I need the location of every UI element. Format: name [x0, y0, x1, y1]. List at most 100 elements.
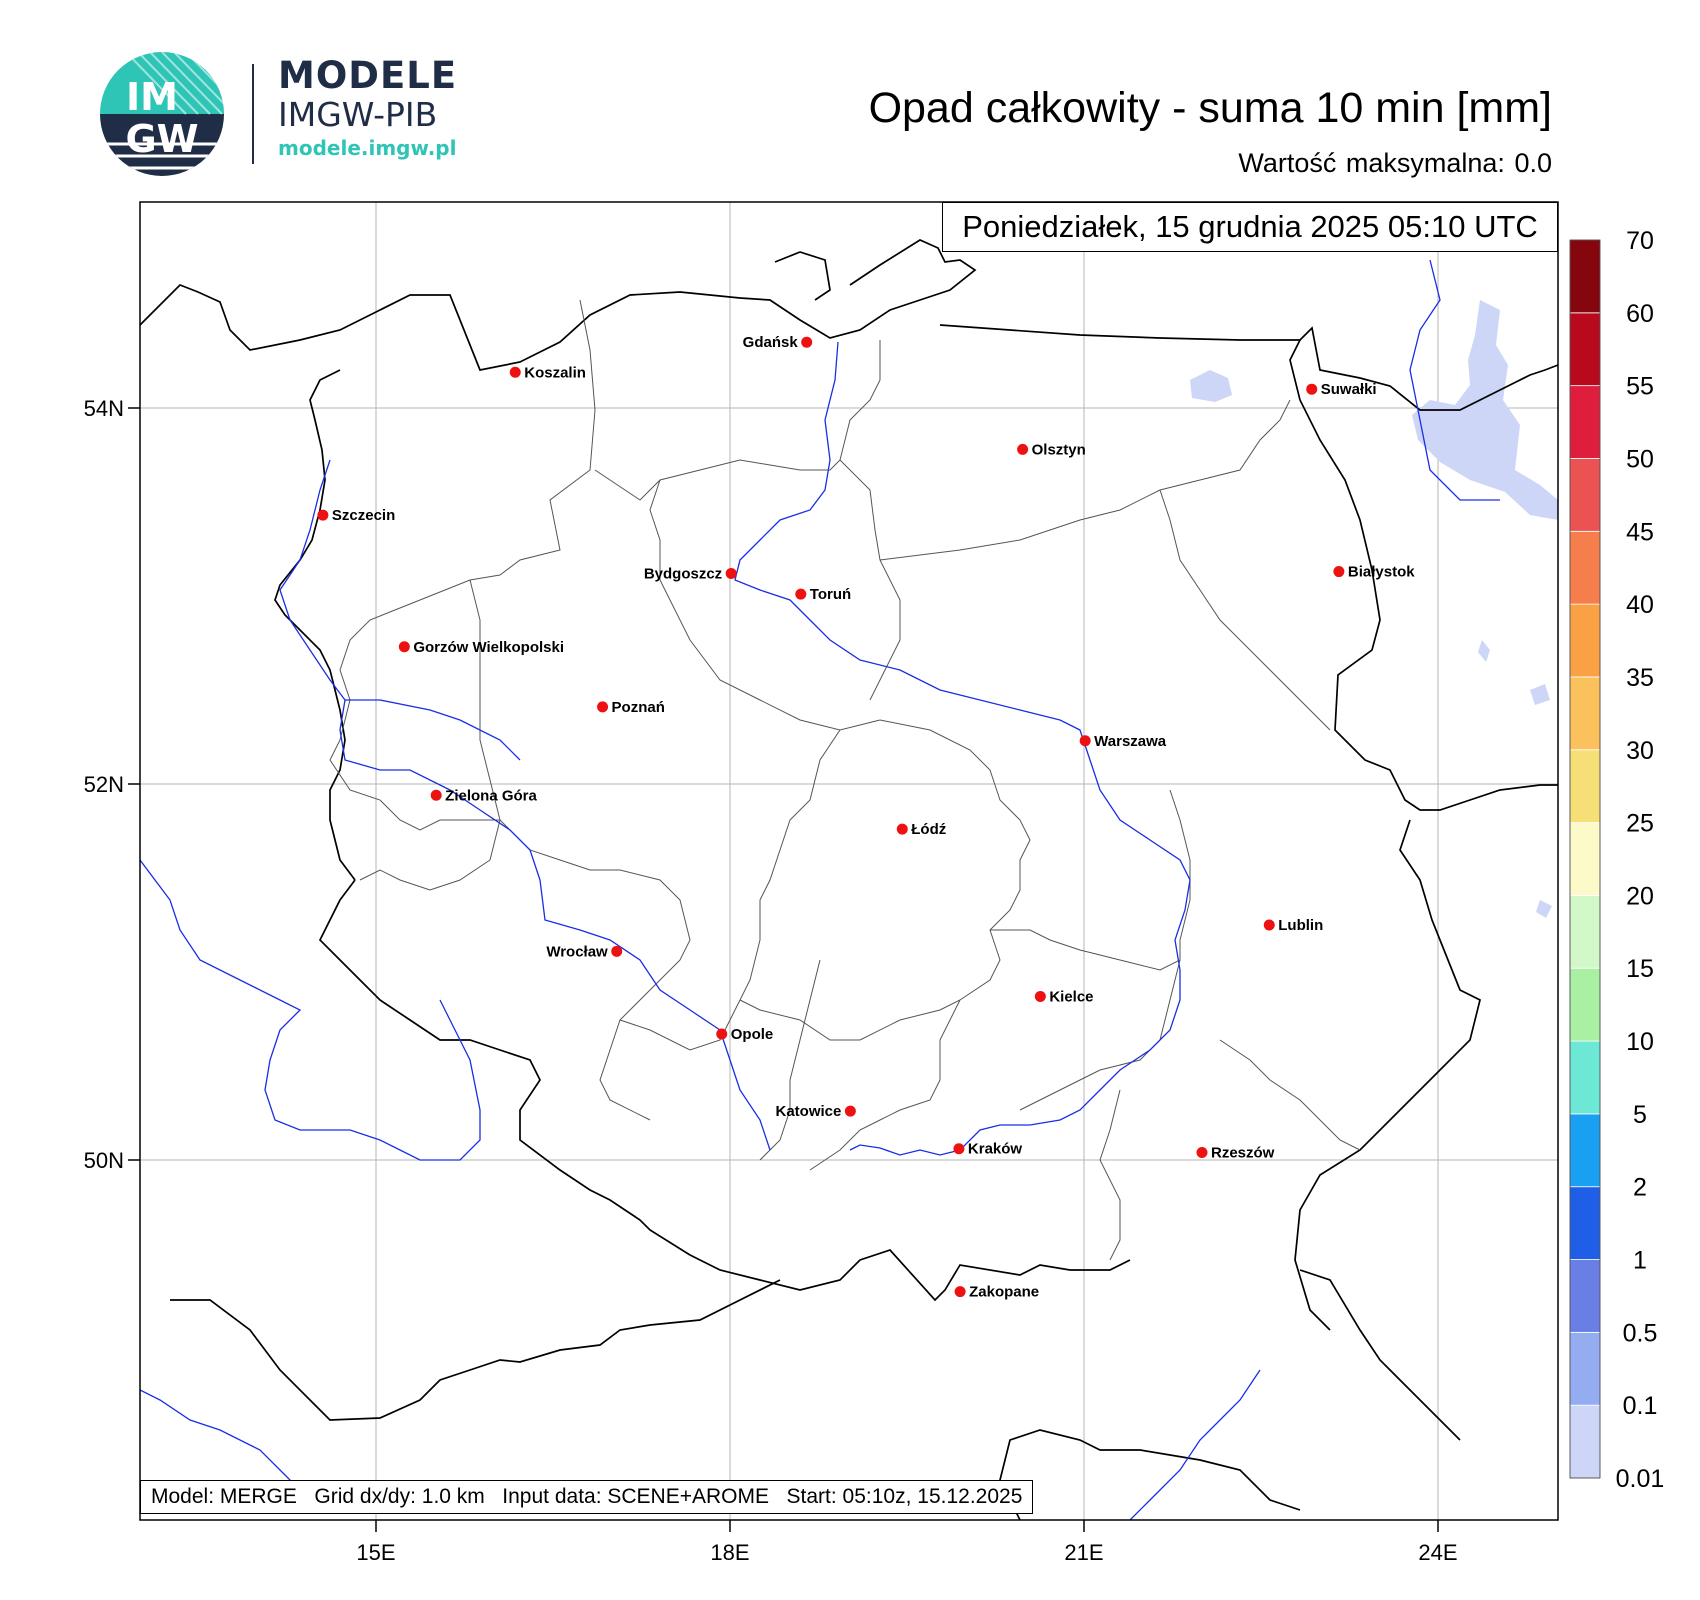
border-germany	[274, 369, 356, 881]
imgw-logo: IM GW MODELE IMGW-PIB modele.imgw.pl	[100, 50, 460, 180]
footer-model: Model: MERGE	[151, 1485, 297, 1508]
city-label-13: Lublin	[1278, 917, 1323, 934]
brand-line2: IMGW-PIB	[278, 95, 438, 134]
map-background	[140, 202, 1558, 1520]
colorbar-box-8	[1569, 822, 1601, 896]
colorbar-label-16: 60	[1626, 300, 1654, 328]
voiv-border-c	[839, 459, 901, 701]
city-dot-15	[1034, 990, 1046, 1002]
city-label-9: Poznań	[612, 699, 665, 716]
voiv-border-t	[359, 819, 501, 891]
voiv-border-j	[990, 789, 1191, 971]
river-vistula	[734, 341, 1191, 1156]
max-value: 0.0	[1514, 148, 1552, 178]
colorbar-label-12: 40	[1626, 591, 1654, 619]
colorbar-label-6: 10	[1626, 1028, 1654, 1056]
city-dot-3	[1017, 443, 1029, 455]
border-hungary	[1299, 1269, 1461, 1441]
city-dot-14	[611, 945, 623, 957]
river-oder	[279, 459, 771, 1151]
colorbar-label-15: 55	[1626, 373, 1654, 401]
voiv-border-a	[339, 299, 596, 671]
city-label-8: Gorzów Wielkopolski	[413, 639, 564, 656]
imgw-circle-emblem: IM GW	[100, 52, 224, 176]
logo-text: MODELE IMGW-PIB modele.imgw.pl	[278, 56, 457, 162]
voiv-border-p	[1019, 959, 1181, 1111]
city-label-3: Olsztyn	[1032, 441, 1086, 458]
city-label-5: Białystok	[1348, 564, 1415, 581]
city-dot-19	[953, 1143, 965, 1155]
map-title: Opad całkowity - suma 10 min [mm]	[868, 84, 1552, 132]
y-tick-label-0: 54N	[84, 396, 124, 421]
voivodeship-borders	[329, 299, 1361, 1261]
colorbar-box-13	[1569, 458, 1601, 532]
west-border-outer	[170, 1279, 781, 1421]
voiv-border-k	[739, 929, 1001, 1041]
city-dot-0	[801, 336, 813, 348]
city-dot-20	[954, 1286, 966, 1298]
colorbar-label-11: 35	[1626, 664, 1654, 692]
colorbar-box-2	[1569, 1259, 1601, 1333]
axis-ticks: 15E 18E 21E 24E 54N 52N 50N	[84, 396, 1458, 1565]
voiv-border-s	[329, 669, 500, 831]
x-tick-label-2: 21E	[1064, 1540, 1103, 1565]
x-tick-label-3: 24E	[1418, 1540, 1457, 1565]
city-dot-5	[1333, 566, 1345, 578]
colorbar-box-14	[1569, 385, 1601, 459]
voiv-border-m	[619, 999, 741, 1051]
city-label-11: Zielona Góra	[445, 787, 537, 804]
y-tick-label-2: 50N	[84, 1148, 124, 1173]
precip-patch-kaliningrad	[1190, 370, 1232, 402]
city-dot-2	[1306, 383, 1318, 395]
colorbar-label-14: 50	[1626, 445, 1654, 473]
city-dot-4	[317, 509, 329, 521]
city-label-2: Suwałki	[1321, 381, 1377, 398]
max-value-label: Wartość maksymalna:	[1238, 148, 1505, 178]
baltic-coast	[140, 239, 977, 371]
colorbar-label-3: 1	[1633, 1247, 1647, 1275]
border-belarus-ukraine	[1289, 339, 1558, 811]
colorbar-label-1: 0.1	[1623, 1392, 1658, 1420]
city-dot-7	[795, 588, 807, 600]
colorbar-label-9: 25	[1626, 810, 1654, 838]
voiv-border-g	[649, 479, 881, 731]
colorbar-box-4	[1569, 1113, 1601, 1188]
precipitation-areas	[1190, 300, 1558, 918]
voiv-border-e	[1159, 489, 1331, 731]
city-label-20: Zakopane	[969, 1284, 1039, 1301]
colorbar-label-7: 15	[1626, 955, 1654, 983]
colorbar-box-5	[1569, 1040, 1601, 1115]
colorbar-label-4: 2	[1633, 1174, 1647, 1202]
city-label-16: Opole	[731, 1026, 774, 1043]
city-label-4: Szczecin	[332, 507, 395, 524]
voiv-border-i	[879, 719, 1031, 931]
brand-url: modele.imgw.pl	[278, 136, 457, 160]
colorbar-label-5: 5	[1633, 1101, 1647, 1129]
voiv-border-q	[1099, 1089, 1121, 1261]
city-label-12: Łódź	[911, 821, 946, 838]
colorbar-label-10: 30	[1626, 737, 1654, 765]
colorbar-box-9	[1569, 749, 1601, 823]
city-dot-16	[716, 1028, 728, 1040]
valid-time-box: Poniedziałek, 15 grudnia 2025 05:10 UTC	[942, 202, 1558, 252]
voiv-border-h	[739, 729, 841, 1001]
city-label-6: Bydgoszcz	[644, 565, 722, 582]
colorbar-box-12	[1569, 530, 1601, 605]
city-dot-8	[398, 641, 410, 653]
footer-input: Input data: SCENE+AROME	[502, 1485, 770, 1508]
city-label-0: Gdańsk	[743, 334, 799, 351]
city-dot-13	[1263, 919, 1275, 931]
voiv-border-r	[1219, 1039, 1361, 1151]
city-markers: Gdańsk Koszalin Suwałki Olsztyn Szczecin Biał…	[317, 334, 1415, 1301]
city-label-7: Toruń	[810, 586, 851, 603]
svg-text:GW: GW	[125, 117, 198, 161]
city-label-14: Wrocław	[546, 943, 608, 960]
colorbar-label-0: 0.01	[1616, 1465, 1665, 1493]
colorbar-label-8: 20	[1626, 882, 1654, 910]
colorbar-label-2: 0.5	[1623, 1319, 1658, 1347]
city-label-1: Koszalin	[524, 364, 586, 381]
svg-text:IM: IM	[126, 75, 178, 119]
colorbar-box-3	[1569, 1186, 1601, 1260]
